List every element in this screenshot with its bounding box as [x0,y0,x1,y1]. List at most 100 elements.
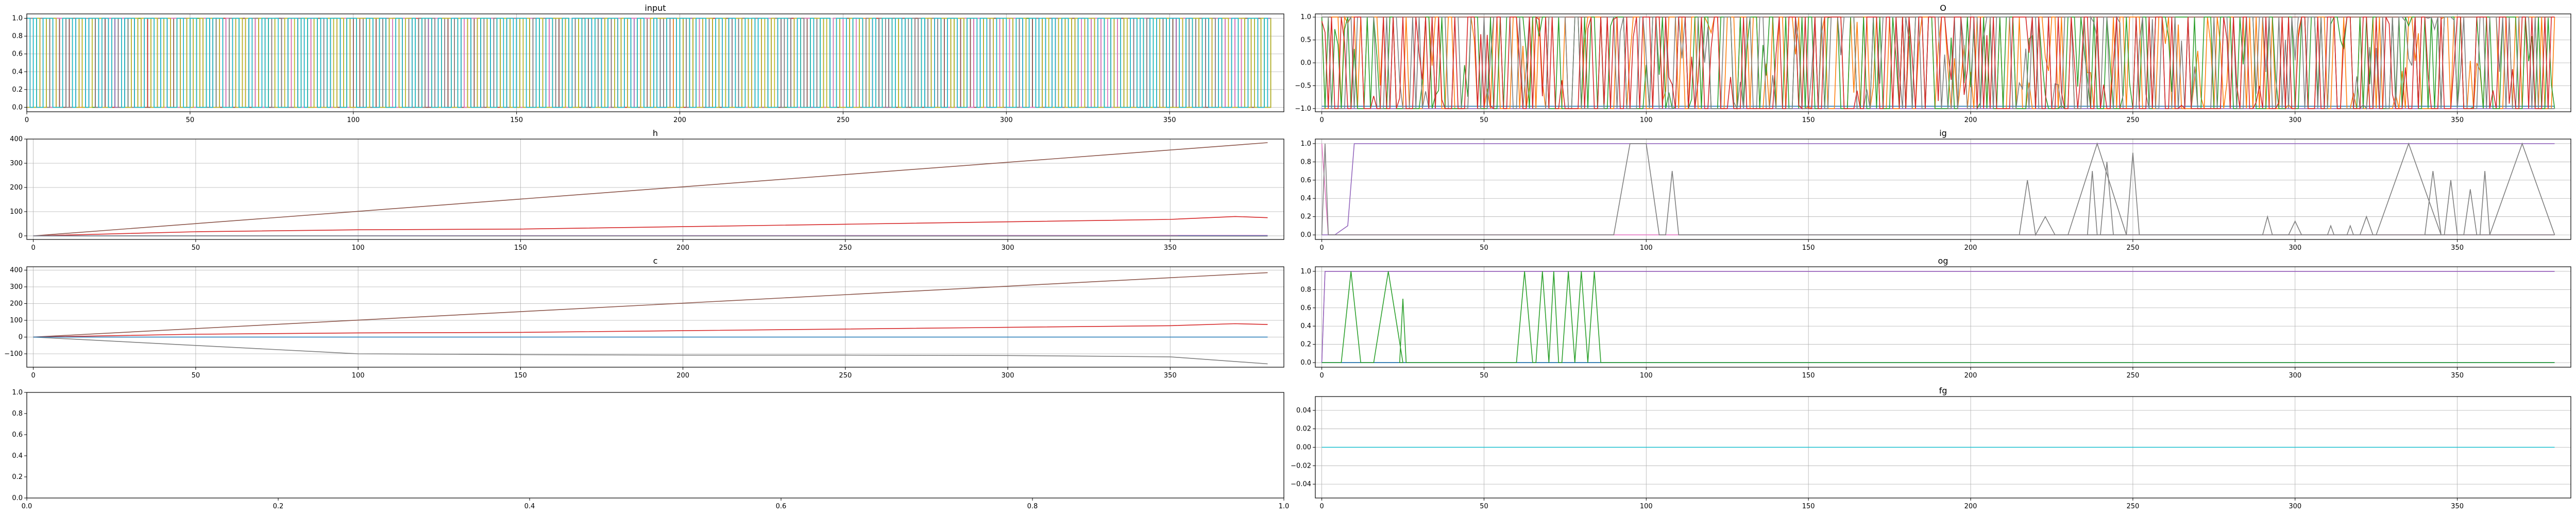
y-tick-label: 200 [10,300,23,308]
y-tick-label: 0.6 [1300,304,1311,312]
x-tick-label: 150 [1802,372,1815,380]
y-tick-label: 0.4 [1300,322,1311,330]
x-tick-label: 50 [1480,503,1488,510]
x-tick-label: 200 [1964,116,1977,124]
x-tick-label: 0.0 [22,503,32,510]
y-tick-label: 1.0 [1300,140,1311,148]
series-line-c-0 [33,272,1268,338]
x-tick-label: 0 [1319,116,1324,124]
y-tick-label: 1.0 [12,389,23,397]
y-tick-label: −0.5 [1295,82,1311,90]
x-tick-label: 350 [2451,116,2464,124]
y-tick-label: 0.8 [1300,158,1311,166]
axes-title: c [653,256,658,266]
axes-frame [1315,266,2571,368]
x-tick-label: 100 [1640,372,1653,380]
x-tick-label: 100 [352,372,365,380]
y-tick-label: 0.02 [1296,425,1311,433]
y-tick-label: −100 [4,350,23,358]
axes-title: fg [1939,386,1947,396]
x-tick-label: 50 [1480,116,1488,124]
y-tick-label: 0.8 [12,32,23,40]
x-tick-label: 300 [2289,244,2301,252]
series-line-ig-late [1679,142,2555,236]
y-tick-label: 0.6 [1300,177,1311,184]
axes-frame [26,392,1284,499]
y-tick-label: 100 [10,317,23,324]
series-group [33,142,1268,237]
axes-h: 0 50 100 150 200 250 300 350 0 100 200 300 400 h [10,128,1284,252]
x-tick-label: 250 [839,372,852,380]
y-tick-label: 1.0 [1300,268,1311,276]
x-tick-label: 100 [347,116,360,124]
x-tick-label: 0 [31,372,35,380]
x-tick-label: 50 [1480,372,1488,380]
x-tick-label: 150 [514,244,527,252]
x-tick-label: 300 [2289,503,2301,510]
series-line-input-2 [27,18,1272,108]
series-line-O-5 [1321,15,2555,110]
x-tick-label: 200 [1964,244,1977,252]
series-line-input-8 [27,18,1272,108]
series-line-input-7 [27,18,1272,108]
x-tick-label: 0 [1319,503,1324,510]
y-tick-label: 0.04 [1296,407,1311,415]
x-tick-label: 350 [1164,372,1177,380]
axes-frame [1315,139,2571,240]
y-tick-label: −1.0 [1295,105,1311,113]
x-tick-label: 150 [510,116,523,124]
x-tick-label: 50 [1480,244,1488,252]
series-line-ig-0 [1321,143,2555,235]
x-tick-label: 150 [1802,244,1815,252]
series-line-input-3 [27,18,1272,108]
x-tick-label: 200 [673,116,686,124]
axes-title: ig [1939,128,1947,138]
series-line-ig-2 [1321,143,2555,235]
x-tick-label: 300 [1000,116,1013,124]
y-tick-label: 1.0 [12,15,23,23]
axes-frame [26,266,1284,368]
x-tick-label: 0 [25,116,29,124]
x-tick-label: 250 [2126,116,2139,124]
x-tick-label: 350 [2451,372,2464,380]
x-tick-label: 50 [192,244,200,252]
y-tick-label: 0.6 [12,431,23,439]
series-line-c-1 [33,323,1268,338]
y-tick-label: 0.0 [1300,359,1311,367]
series-line-h-0 [33,142,1268,236]
y-tick-label: 0.2 [1300,341,1311,349]
axes-empty: 0.0 0.2 0.4 0.6 0.8 1.0 0.0 0.2 0.4 0.6 0.8 1.0 [12,389,1289,510]
y-tick-label: 0.2 [12,473,23,481]
series-line-og-0 [1321,271,2555,363]
x-tick-label: 200 [676,244,689,252]
y-tick-label: 0.8 [1300,286,1311,294]
x-tick-label: 300 [1002,244,1014,252]
series-group [1321,15,2555,110]
x-tick-label: 250 [837,116,850,124]
y-tick-label: 0.2 [12,86,23,94]
x-tick-label: 200 [1964,372,1977,380]
x-tick-label: 0.8 [1027,503,1038,510]
x-tick-label: 350 [1163,116,1176,124]
x-tick-label: 250 [2126,372,2139,380]
y-tick-label: 0.4 [1300,195,1311,202]
series-group [1321,271,2555,363]
y-tick-label: 0.4 [12,452,23,460]
axes-O: 0 50 100 150 200 250 300 350 −1.0 −0.5 0.0 0.5 1.0 O [1295,3,2571,124]
y-tick-label: 0 [19,334,23,341]
x-tick-label: 300 [2289,372,2301,380]
y-tick-label: 0.00 [1296,444,1311,452]
series-line-h-1 [33,216,1268,236]
axes-frame [26,13,1284,112]
axes-frame [26,139,1284,240]
axes-fg: 0 50 100 150 200 250 300 350 −0.04 −0.02 0.00 0.02 0… [1291,386,2571,510]
x-tick-label: 100 [1640,244,1653,252]
series-group [27,18,1272,108]
series-line-input-4 [27,18,1272,108]
x-tick-label: 350 [1164,244,1177,252]
x-tick-label: 150 [1802,503,1815,510]
series-group [33,272,1268,365]
x-tick-label: 250 [839,244,852,252]
series-line-og-1 [1321,271,2555,363]
